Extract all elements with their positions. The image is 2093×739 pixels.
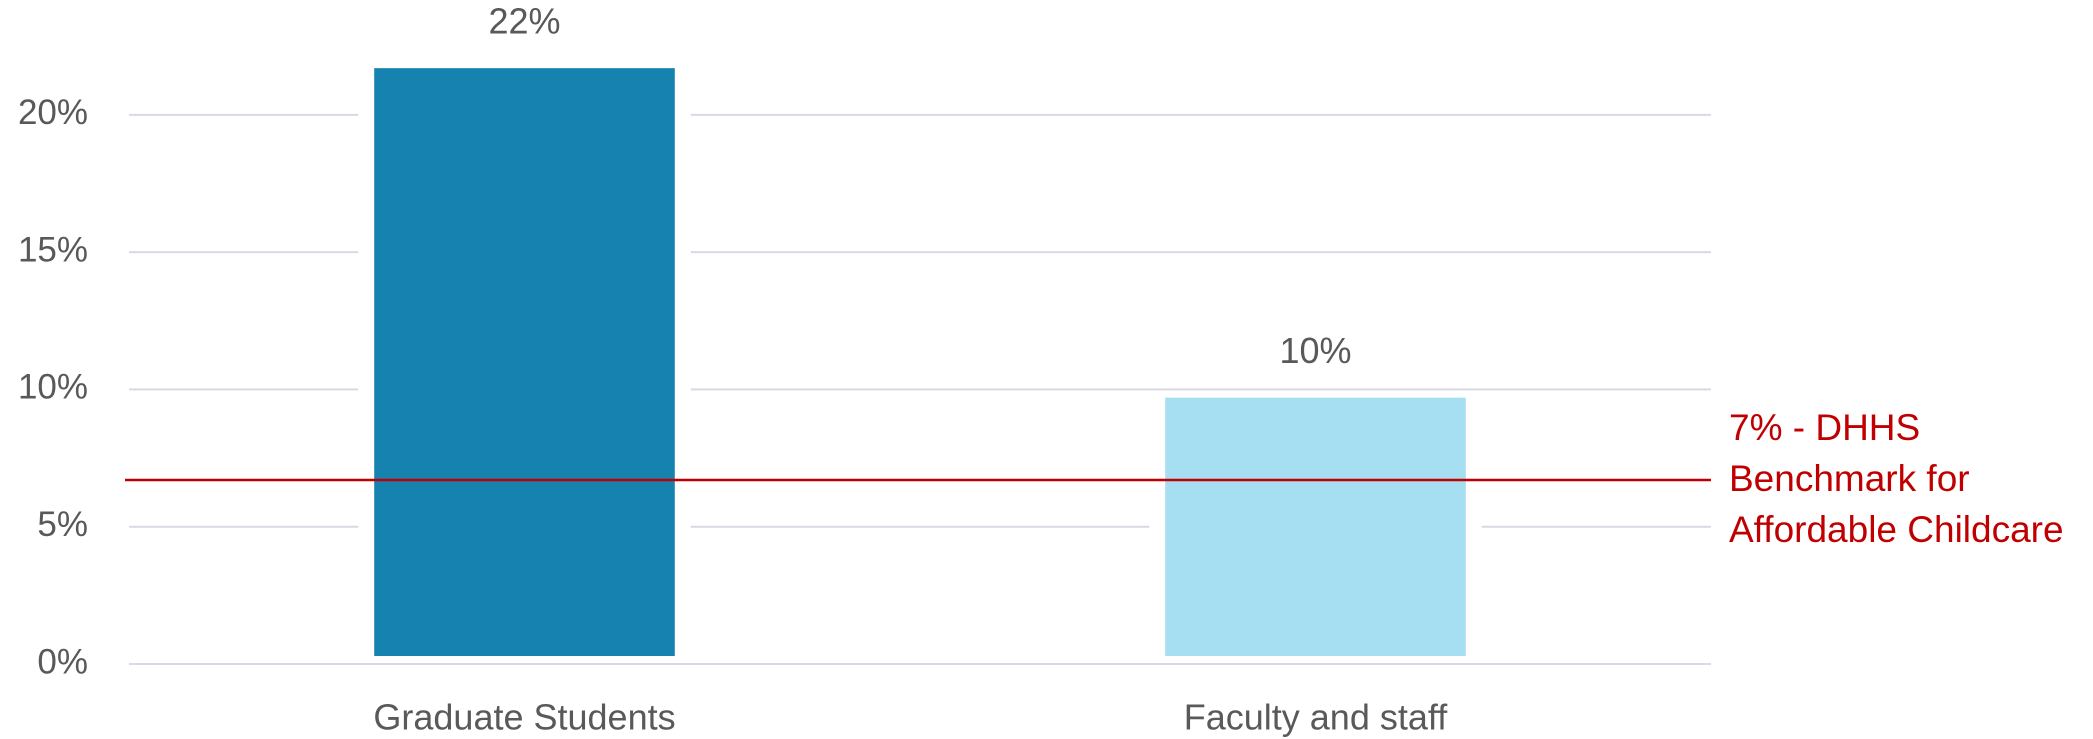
- bar: [1165, 397, 1466, 656]
- x-tick-label: Faculty and staff: [1184, 697, 1448, 738]
- benchmark-label: 7% - DHHS: [1729, 407, 1920, 448]
- benchmark-label: Benchmark for: [1729, 458, 1970, 499]
- y-tick-label: 20%: [18, 93, 88, 132]
- y-tick-label: 5%: [37, 505, 88, 544]
- y-tick-label: 10%: [18, 368, 88, 407]
- bar: [374, 68, 675, 656]
- benchmark-label: Affordable Childcare: [1729, 509, 2064, 550]
- value-label: 10%: [1279, 330, 1351, 371]
- y-tick-label: 15%: [18, 230, 88, 269]
- value-label: 22%: [488, 1, 560, 42]
- x-tick-label: Graduate Students: [373, 697, 675, 738]
- y-tick-label: 0%: [37, 642, 88, 681]
